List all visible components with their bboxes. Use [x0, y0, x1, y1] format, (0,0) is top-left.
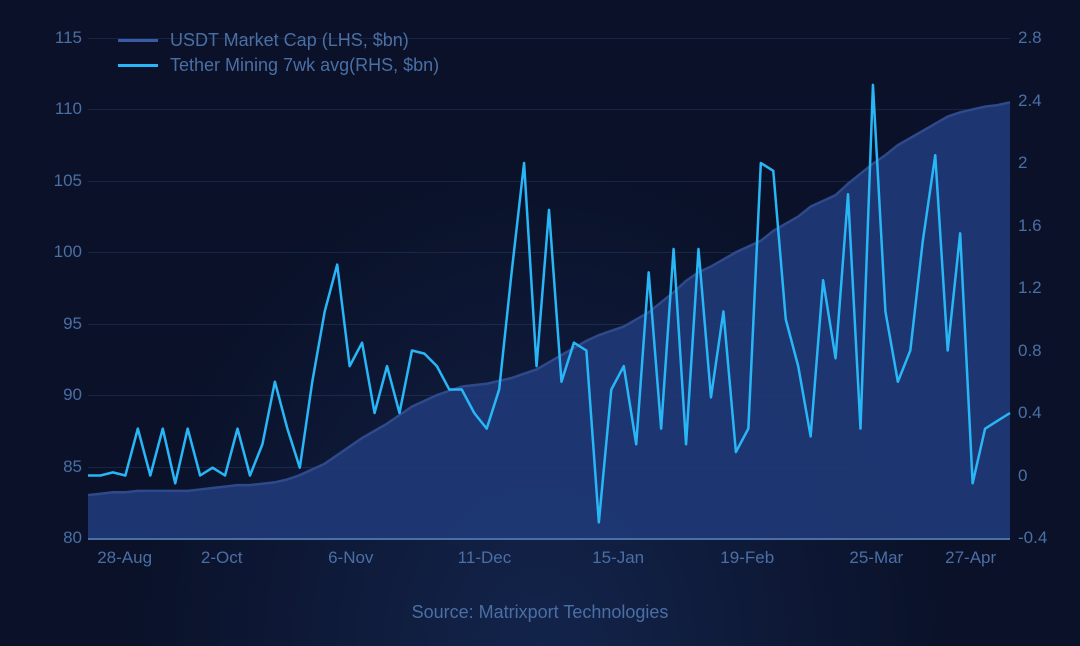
x-axis-line [88, 538, 1010, 540]
legend-item-area: USDT Market Cap (LHS, $bn) [118, 30, 439, 51]
legend: USDT Market Cap (LHS, $bn) Tether Mining… [118, 30, 439, 80]
legend-swatch-line [118, 64, 158, 67]
y-right-axis-labels: -0.400.40.81.21.622.42.8 [1018, 38, 1068, 538]
legend-swatch-area [118, 39, 158, 42]
chart-svg [88, 38, 1010, 538]
chart-container: 80859095100105110115 -0.400.40.81.21.622… [0, 0, 1080, 646]
legend-label-line: Tether Mining 7wk avg(RHS, $bn) [170, 55, 439, 76]
legend-item-line: Tether Mining 7wk avg(RHS, $bn) [118, 55, 439, 76]
legend-label-area: USDT Market Cap (LHS, $bn) [170, 30, 409, 51]
y-left-axis-labels: 80859095100105110115 [40, 38, 82, 538]
plot-area [88, 38, 1010, 538]
source-text: Source: Matrixport Technologies [0, 602, 1080, 623]
